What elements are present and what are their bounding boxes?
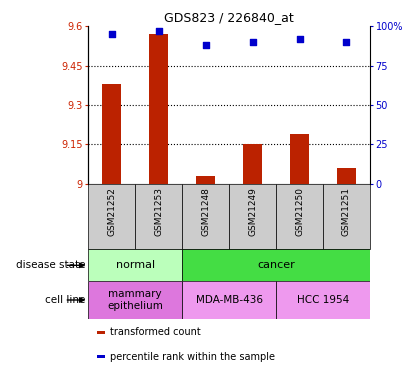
Bar	[135, 184, 182, 249]
Text: HCC 1954: HCC 1954	[297, 295, 349, 305]
Text: disease state: disease state	[16, 260, 85, 270]
Title: GDS823 / 226840_at: GDS823 / 226840_at	[164, 11, 294, 24]
Bar	[102, 84, 121, 184]
Bar	[182, 281, 276, 319]
Bar	[88, 249, 182, 281]
Bar	[149, 34, 168, 184]
Text: MDA-MB-436: MDA-MB-436	[196, 295, 263, 305]
Text: transformed count: transformed count	[110, 327, 201, 338]
Bar	[196, 176, 215, 184]
Bar	[182, 249, 370, 281]
Text: GSM21249: GSM21249	[248, 187, 257, 236]
Bar	[290, 134, 309, 184]
Text: mammary
epithelium: mammary epithelium	[107, 289, 163, 311]
Text: normal: normal	[116, 260, 155, 270]
Bar	[276, 281, 370, 319]
Text: cancer: cancer	[257, 260, 295, 270]
Bar	[88, 281, 182, 319]
Point	[249, 39, 256, 45]
Bar	[182, 184, 229, 249]
Point	[343, 39, 350, 45]
Point	[155, 28, 162, 34]
Text: GSM21251: GSM21251	[342, 187, 351, 236]
Bar	[323, 184, 370, 249]
Bar	[337, 168, 356, 184]
Bar	[97, 331, 106, 334]
Point	[296, 36, 303, 42]
Bar	[229, 184, 276, 249]
Point	[109, 31, 115, 37]
Bar	[243, 144, 262, 184]
Text: GSM21253: GSM21253	[154, 187, 163, 236]
Point	[202, 42, 209, 48]
Text: percentile rank within the sample: percentile rank within the sample	[110, 352, 275, 362]
Bar	[276, 184, 323, 249]
Bar	[88, 184, 135, 249]
Text: GSM21248: GSM21248	[201, 187, 210, 236]
Text: cell line: cell line	[45, 295, 85, 305]
Bar	[97, 356, 106, 358]
Text: GSM21250: GSM21250	[295, 187, 304, 236]
Text: GSM21252: GSM21252	[107, 187, 116, 236]
